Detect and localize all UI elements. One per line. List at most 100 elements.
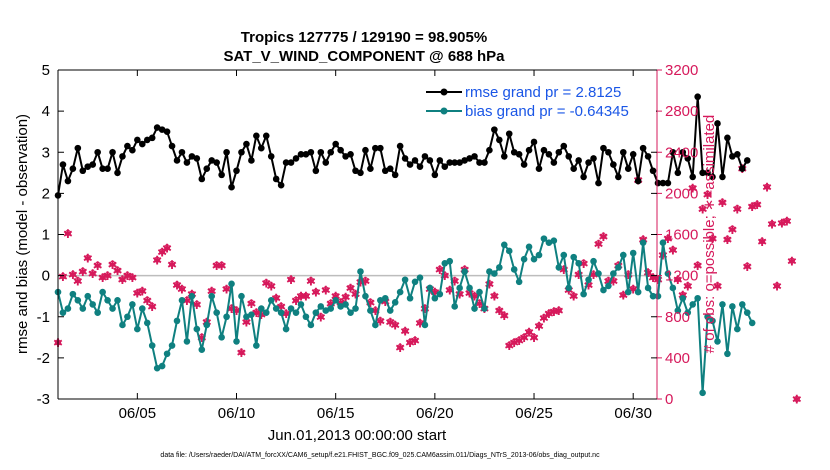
obs-possible-marker xyxy=(253,309,260,316)
rmse-marker xyxy=(714,120,721,127)
bias-marker xyxy=(193,325,201,333)
bias-marker xyxy=(441,259,449,267)
rmse-marker xyxy=(709,173,716,181)
bias-marker xyxy=(649,292,657,300)
bias-marker xyxy=(272,305,280,312)
obs-assimilated-marker: ✱ xyxy=(782,215,792,229)
bias-marker xyxy=(520,255,528,263)
bias-marker xyxy=(411,278,419,286)
y-tick-label: -1 xyxy=(37,309,50,326)
obs-possible-marker xyxy=(129,274,136,281)
obs-assimilated-marker: ✱ xyxy=(311,286,321,300)
bias-marker xyxy=(629,249,637,257)
rmse-marker xyxy=(466,155,473,162)
rmse-marker xyxy=(694,93,701,101)
bias-marker xyxy=(267,297,275,304)
obs-assimilated-marker: ✱ xyxy=(569,290,579,304)
obs-assimilated-marker: ✱ xyxy=(246,297,256,311)
obs-assimilated-marker: ✱ xyxy=(380,295,390,309)
bias-marker xyxy=(183,338,191,345)
rmse-marker xyxy=(500,153,508,160)
obs-possible-marker xyxy=(530,333,538,340)
obs-assimilated-marker: ✱ xyxy=(698,202,708,216)
obs-possible-marker xyxy=(724,236,731,243)
rmse-marker xyxy=(505,130,513,138)
obs-assimilated-marker: ✱ xyxy=(549,305,559,319)
rmse-marker xyxy=(699,169,706,177)
y-tick-label: 5 xyxy=(42,62,50,79)
bias-marker xyxy=(679,294,687,302)
rmse-marker xyxy=(535,165,543,172)
obs-assimilated-marker: ✱ xyxy=(370,304,380,318)
obs-possible-marker xyxy=(64,229,72,237)
obs-possible-marker xyxy=(684,282,691,289)
rmse-marker xyxy=(287,159,295,166)
obs-possible-marker xyxy=(516,336,523,343)
rmse-marker xyxy=(312,167,320,175)
rmse-marker xyxy=(436,157,444,164)
bias-marker xyxy=(168,342,176,349)
rmse-marker xyxy=(272,175,280,183)
rmse-marker xyxy=(262,132,270,140)
obs-assimilated-marker: ✱ xyxy=(251,306,261,320)
bias-marker xyxy=(555,264,563,271)
obs-possible-marker xyxy=(287,276,295,283)
obs-assimilated-marker: ✱ xyxy=(747,200,757,214)
bias-marker xyxy=(610,270,617,277)
obs-assimilated-marker: ✱ xyxy=(539,311,549,325)
rmse-marker xyxy=(634,177,642,185)
bias-marker xyxy=(332,297,339,304)
bias-marker xyxy=(600,286,607,294)
obs-possible-marker xyxy=(773,282,781,289)
bias-marker xyxy=(486,268,493,275)
x-tick-label: 06/05 xyxy=(119,405,157,422)
obs-assimilated-marker: ✱ xyxy=(643,266,653,280)
obs-assimilated-marker: ✱ xyxy=(271,292,281,306)
rmse-marker xyxy=(302,151,310,158)
bias-marker xyxy=(704,313,711,321)
rmse-marker xyxy=(258,144,265,152)
bias-marker xyxy=(451,303,458,310)
bias-marker xyxy=(307,321,315,329)
obs-possible-marker xyxy=(124,272,131,279)
rmse-marker xyxy=(619,148,627,156)
obs-possible-marker xyxy=(163,244,171,251)
obs-assimilated-marker: ✱ xyxy=(767,218,777,232)
rmse-marker xyxy=(337,146,344,154)
bias-marker xyxy=(456,284,463,292)
obs-assimilated-marker: ✱ xyxy=(742,260,752,274)
rmse-marker xyxy=(114,169,121,177)
rmse-marker xyxy=(238,148,245,156)
obs-assimilated-marker: ✱ xyxy=(455,288,465,302)
bias-marker xyxy=(138,305,146,312)
rmse-marker xyxy=(659,179,667,187)
bias-marker xyxy=(505,247,513,255)
obs-assimilated-marker: ✱ xyxy=(395,341,405,355)
rmse-marker xyxy=(153,124,161,131)
bias-marker xyxy=(481,305,488,312)
obs-possible-marker xyxy=(535,322,543,329)
bias-marker xyxy=(277,309,285,316)
bias-marker xyxy=(158,362,166,370)
rmse-marker xyxy=(74,144,82,152)
rmse-marker xyxy=(629,151,637,158)
rmse-marker xyxy=(223,148,230,156)
bias-marker xyxy=(560,251,568,259)
obs-assimilated-marker: ✱ xyxy=(484,277,494,291)
obs-assimilated-marker: ✱ xyxy=(117,273,127,287)
obs-possible-marker xyxy=(436,265,443,273)
rmse-marker xyxy=(595,179,602,187)
bias-marker xyxy=(178,297,186,304)
bias-marker xyxy=(153,364,161,372)
bias-marker xyxy=(322,307,330,314)
obs-possible-marker xyxy=(729,225,736,232)
rmse-marker xyxy=(124,142,131,150)
obs-assimilated-marker: ✱ xyxy=(712,279,722,293)
rmse-marker xyxy=(590,155,597,162)
obs-possible-marker xyxy=(109,260,116,267)
obs-possible-marker xyxy=(664,234,672,242)
rmse-marker xyxy=(416,163,424,170)
obs-assimilated-marker: ✱ xyxy=(693,259,703,273)
obs-assimilated-marker: ✱ xyxy=(787,255,797,269)
obs-possible-marker xyxy=(119,276,126,283)
